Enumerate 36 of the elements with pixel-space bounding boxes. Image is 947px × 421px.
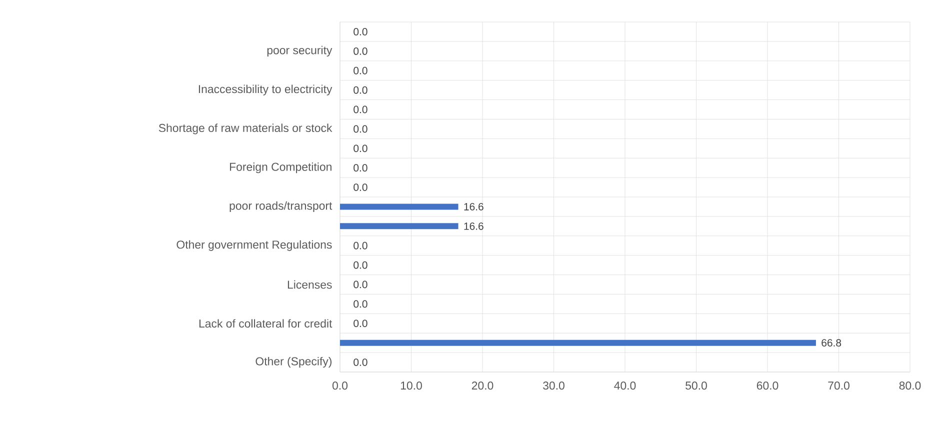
- data-label: 0.0: [354, 144, 368, 152]
- x-tick-label: 0.0: [332, 382, 348, 390]
- x-tick-label: 50.0: [686, 382, 707, 390]
- x-tick-label: 20.0: [472, 382, 494, 390]
- data-label: 0.0: [354, 86, 368, 94]
- y-tick-label: Other government Regulations: [176, 240, 332, 251]
- y-tick-label: Lack of collateral for credit: [199, 319, 332, 328]
- y-tick-label: Inaccessibility to electricity: [198, 84, 332, 96]
- y-tick-label: Foreign Competition: [230, 162, 332, 174]
- y-tick-label: poor roads/transport: [230, 201, 332, 212]
- data-label: 0.0: [354, 66, 368, 74]
- x-tick-label: 70.0: [828, 382, 850, 390]
- data-label: 0.0: [354, 242, 368, 250]
- data-label: 0.0: [354, 125, 368, 133]
- y-tick-label: poor security: [267, 46, 332, 57]
- data-label: 0.0: [354, 184, 368, 191]
- data-label: 0.0: [354, 320, 368, 328]
- y-tick-label: Shortage of raw materials or stock: [158, 124, 332, 134]
- y-tick-label: Other (Specify): [256, 356, 332, 368]
- data-label: 0.0: [354, 300, 368, 308]
- data-label: 0.0: [354, 261, 368, 269]
- data-label: 0.0: [354, 280, 368, 288]
- x-tick-label: 30.0: [543, 382, 564, 390]
- x-tick-label: 80.0: [899, 382, 921, 390]
- x-tick-label: 10.0: [400, 382, 422, 390]
- data-label: 16.6: [464, 222, 484, 230]
- x-tick-label: 40.0: [614, 382, 636, 390]
- data-label: 0.0: [354, 47, 368, 55]
- x-tick-label: 60.0: [756, 382, 778, 390]
- data-label: 16.6: [464, 203, 484, 210]
- data-label: 66.8: [822, 339, 842, 347]
- data-label: 0.0: [354, 106, 368, 114]
- y-tick-label: Licenses: [288, 280, 332, 289]
- data-label: 0.0: [354, 28, 368, 36]
- data-label: 0.0: [354, 164, 368, 172]
- data-label: 0.0: [354, 358, 368, 366]
